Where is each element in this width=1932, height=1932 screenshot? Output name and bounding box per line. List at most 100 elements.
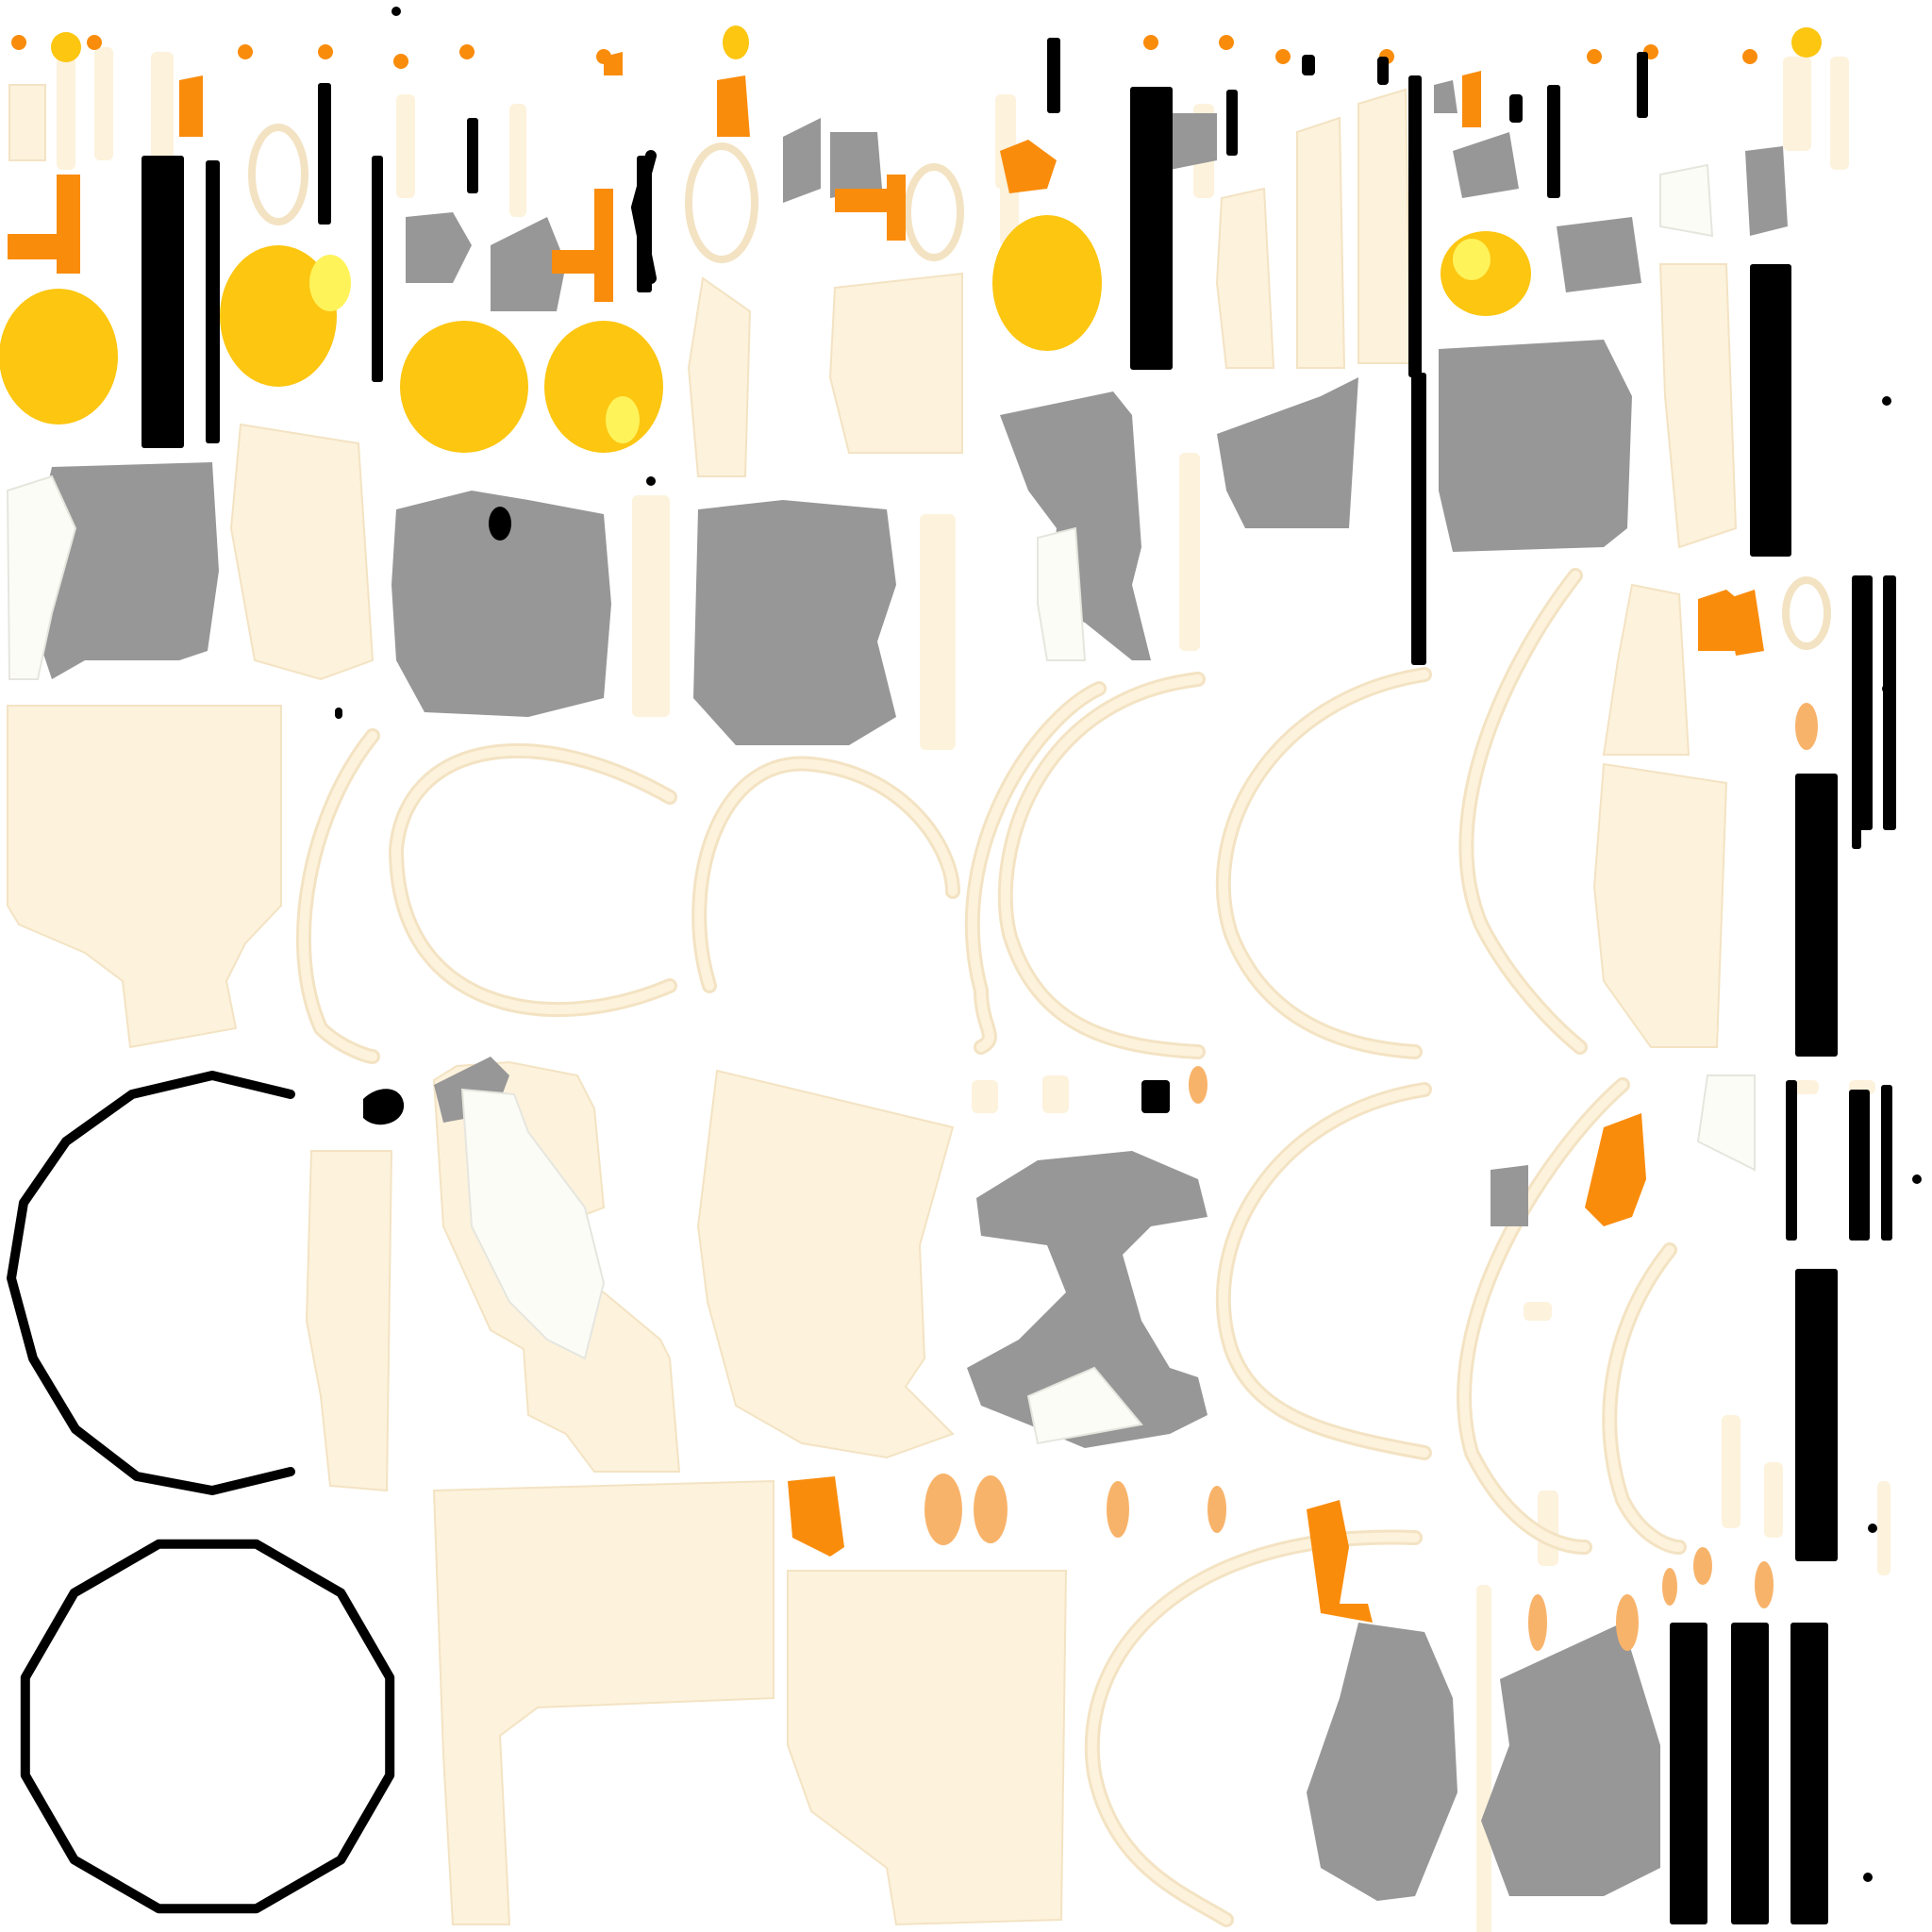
black-strip [318,83,331,225]
orange-light-piece [924,1474,962,1545]
gray-panels [6,80,1788,1901]
cream-ring [904,163,964,261]
gray-panel [1217,377,1358,528]
black-strip [1130,87,1173,370]
orange-piece [1726,590,1764,656]
orange-dot [393,54,408,69]
black-strip [1883,575,1896,830]
gray-panel [830,132,882,198]
orange-light-piece [1528,1594,1547,1651]
white-panel [6,475,77,680]
orange-light-piece [1616,1594,1639,1651]
cream-arc-fill [1087,1532,1420,1924]
cream-strip [972,1080,998,1113]
black-ring-closed [20,1539,395,1914]
black-strip [1670,1623,1707,1924]
yellow-blob [400,321,528,453]
orange-dot [1742,49,1757,64]
orange-dot [1143,35,1158,50]
cream-arc-fill [1605,1245,1684,1552]
gray-panel [1000,391,1151,660]
gray-panel [1481,1623,1660,1896]
orange-piece [1307,1500,1373,1623]
orange-dot [459,44,475,59]
cream-arc-fill [694,758,958,991]
black-strip-bent [631,150,657,284]
orange-dot [87,35,102,50]
cream-ring [248,124,308,225]
black-strip [1786,1080,1797,1241]
black-strip [1849,1090,1862,1241]
orange-light-piece [1755,1561,1774,1608]
cream-strip [920,514,956,750]
gray-panel [967,1151,1208,1448]
gray-panel [491,217,566,311]
cream-strip [1524,1302,1552,1321]
black-dot [646,476,656,486]
cream-strip [57,57,75,170]
cream-arc-fill [1461,571,1585,1052]
gray-panel [406,212,472,283]
cream-panel [229,423,375,681]
black-strip [1637,52,1648,118]
black-small [335,708,342,719]
orange-dot [238,44,253,59]
gray-panel [1557,217,1641,292]
black-dot [1912,1174,1922,1184]
black-strip [372,156,383,382]
cream-arc [1215,1082,1432,1460]
yellow-blob [544,321,663,453]
orange-piece [1000,140,1057,193]
black-dot [1882,684,1891,693]
orange-dot [1219,35,1234,50]
yellow-blob [992,215,1102,351]
black-small [1377,57,1389,85]
black-small [1509,94,1523,123]
cream-strip [94,47,113,160]
cream-panel [687,276,752,477]
black-dot [1882,396,1891,406]
gray-panel [1307,1623,1457,1901]
cream-strip [1764,1462,1783,1538]
yellow-highlight [606,396,640,443]
orange-piece [1585,1113,1646,1226]
orange-dot [1587,49,1602,64]
black-small [1141,1080,1170,1113]
cream-strip [1693,887,1717,1038]
cream-strip [1722,1415,1740,1528]
yellow-blobs [0,25,1822,453]
cream-arc-fill [1218,1085,1429,1457]
white-panel [460,1088,606,1360]
orange-light-piece [974,1475,1008,1543]
black-strip [467,118,478,193]
white-panel [1037,526,1087,661]
black-strip [1731,1623,1769,1924]
cream-panel [1658,263,1738,549]
black-dot [1868,1524,1877,1533]
cream-arc-fill [1218,670,1429,1057]
cream-strip [632,495,670,717]
cream-ring [685,142,758,263]
black-strip [1881,1085,1892,1241]
orange-piece [179,75,203,137]
yellow-highlight [1453,239,1491,280]
cream-arc-fill [1459,1080,1627,1552]
white-panel [1026,1366,1143,1445]
orange-light-piece [1795,703,1818,750]
cream-ring [1782,576,1831,650]
cream-strip [1476,1585,1491,1932]
black-strip [1047,38,1060,113]
black-ornament [489,507,511,541]
cream-panel [787,1570,1068,1926]
cream-strip [1042,1075,1069,1113]
cream-panel [828,272,963,454]
black-polygon-rings [7,1071,395,1914]
cream-panel [1296,116,1346,369]
cream-arc-fill [391,745,675,1014]
cream-arcs [295,568,1687,1927]
gray-panel [783,118,821,203]
orange-piece [788,1476,844,1557]
black-strip [1408,75,1422,377]
black-strip [142,156,184,448]
cream-strip [509,104,526,217]
